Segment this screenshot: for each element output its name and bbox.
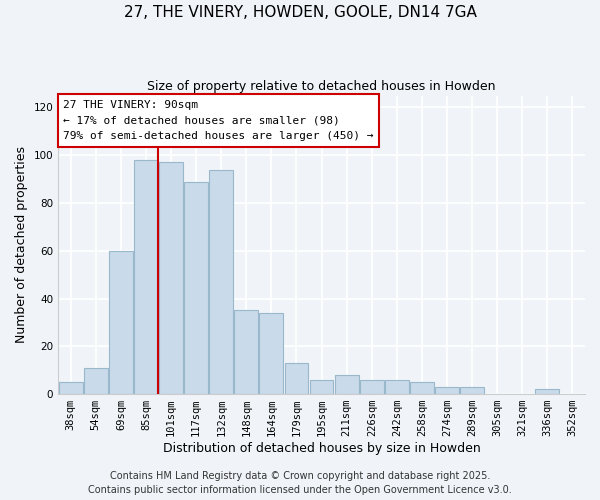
Y-axis label: Number of detached properties: Number of detached properties xyxy=(15,146,28,344)
X-axis label: Distribution of detached houses by size in Howden: Distribution of detached houses by size … xyxy=(163,442,481,455)
Bar xyxy=(435,387,459,394)
Text: Contains HM Land Registry data © Crown copyright and database right 2025.
Contai: Contains HM Land Registry data © Crown c… xyxy=(88,471,512,495)
Bar xyxy=(360,380,383,394)
Bar xyxy=(385,380,409,394)
Bar xyxy=(335,375,359,394)
Bar xyxy=(410,382,434,394)
Bar xyxy=(134,160,158,394)
Text: 27, THE VINERY, HOWDEN, GOOLE, DN14 7GA: 27, THE VINERY, HOWDEN, GOOLE, DN14 7GA xyxy=(124,5,476,20)
Bar xyxy=(460,387,484,394)
Bar xyxy=(109,251,133,394)
Title: Size of property relative to detached houses in Howden: Size of property relative to detached ho… xyxy=(148,80,496,93)
Bar xyxy=(159,162,183,394)
Bar xyxy=(59,382,83,394)
Bar xyxy=(259,313,283,394)
Bar xyxy=(535,390,559,394)
Bar xyxy=(284,363,308,394)
Bar xyxy=(235,310,258,394)
Bar xyxy=(310,380,334,394)
Text: 27 THE VINERY: 90sqm
← 17% of detached houses are smaller (98)
79% of semi-detac: 27 THE VINERY: 90sqm ← 17% of detached h… xyxy=(64,100,374,141)
Bar xyxy=(209,170,233,394)
Bar xyxy=(184,182,208,394)
Bar xyxy=(84,368,108,394)
